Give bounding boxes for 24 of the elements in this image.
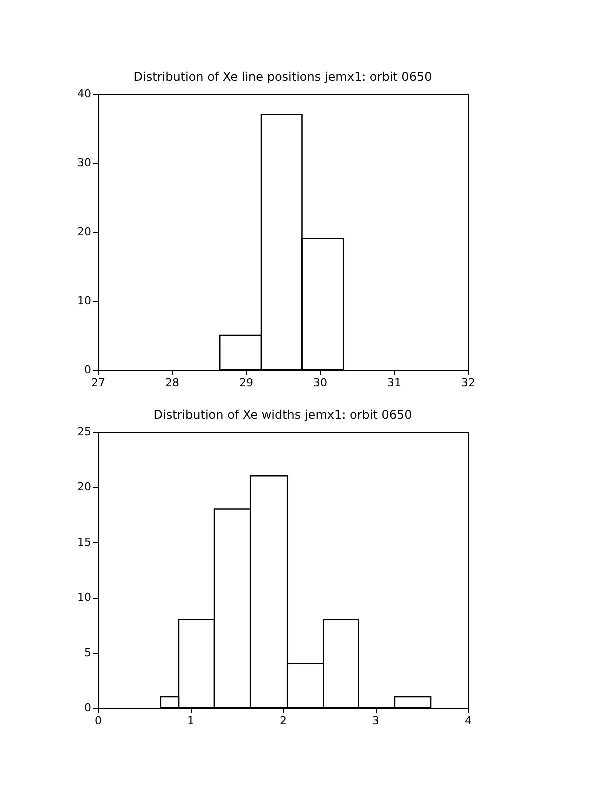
- y-tick-label: 0: [84, 364, 92, 376]
- x-tick-label: 3: [372, 714, 380, 728]
- y-tick-label: 10: [78, 294, 92, 308]
- x-tick-label: 1: [188, 714, 194, 728]
- x-tick-label: 28: [166, 376, 180, 390]
- y-tick-label: 20: [78, 480, 92, 494]
- x-tick-label: 32: [462, 376, 476, 390]
- x-tick-label: 29: [240, 376, 254, 390]
- x-tick-label: 4: [465, 714, 472, 728]
- x-tick-label: 27: [92, 376, 106, 390]
- x-tick-label: 0: [95, 714, 102, 728]
- y-tick-label: 0: [84, 702, 92, 714]
- x-tick-label: 30: [314, 376, 328, 390]
- x-tick-label: 2: [280, 714, 287, 728]
- y-tick-label: 20: [78, 226, 92, 238]
- y-tick-label: 10: [78, 591, 92, 604]
- y-tick-label: 25: [78, 426, 92, 438]
- chart-title: Distribution of Xe line positions jemx1: orbit 0650: [134, 70, 432, 84]
- y-tick-label: 30: [78, 156, 92, 170]
- x-tick-label: 31: [388, 376, 402, 390]
- y-tick-label: 5: [84, 646, 92, 660]
- y-tick-label: 40: [78, 88, 92, 100]
- chart-title: Distribution of Xe widths jemx1: orbit 0650: [154, 408, 412, 422]
- y-tick-label: 15: [78, 536, 92, 549]
